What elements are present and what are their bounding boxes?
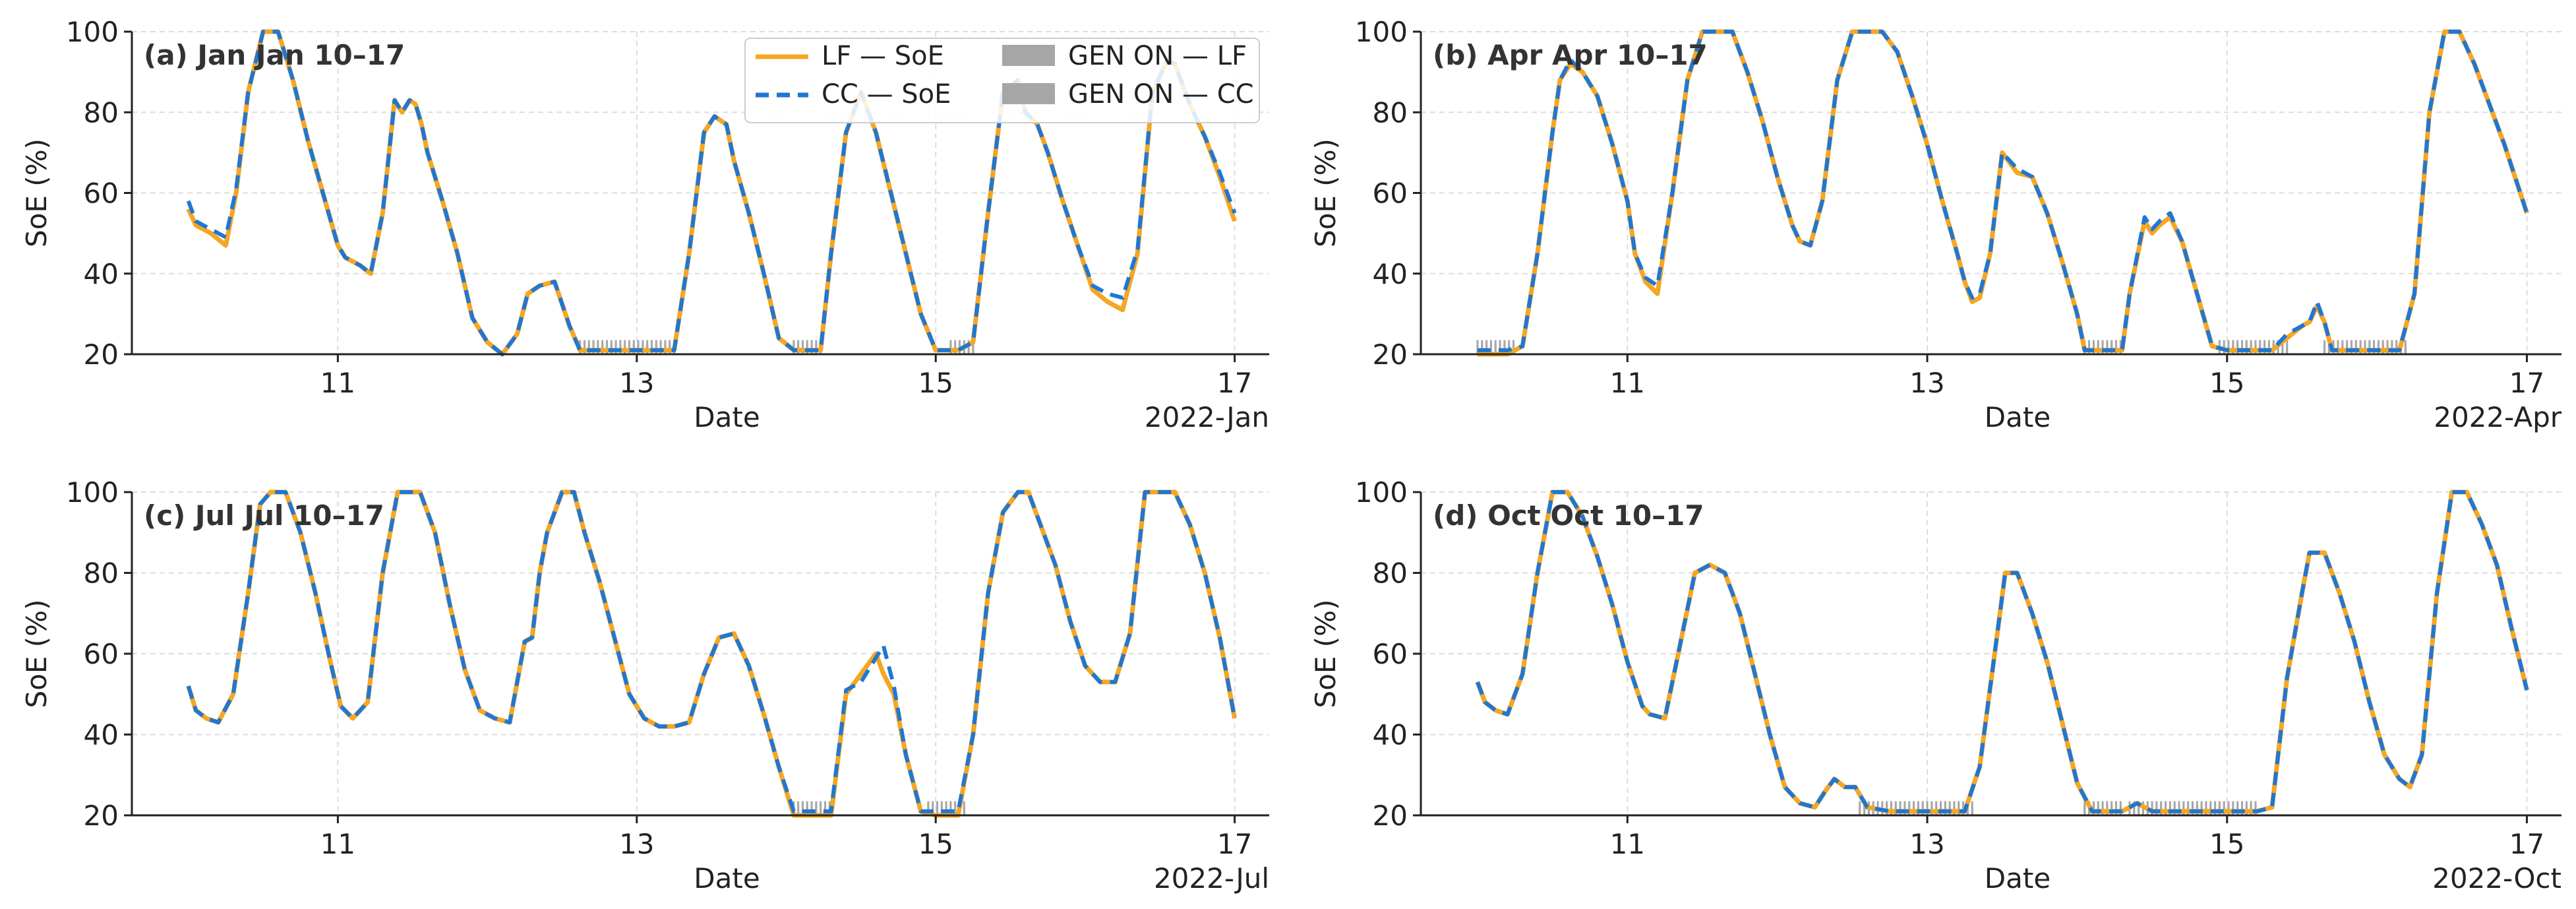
x-offset-label: 2022-Jan (1145, 401, 1269, 433)
x-axis-label: Date (694, 862, 760, 894)
x-tick-label: 13 (619, 828, 654, 860)
y-tick-label: 40 (84, 719, 119, 751)
legend-label: CC — SoE (822, 79, 951, 110)
x-tick-label: 17 (1217, 828, 1252, 860)
series-line-cc (186, 30, 1237, 356)
x-offset-label: 2022-Apr (2434, 401, 2562, 433)
x-offset-label: 2022-Jul (1154, 862, 1269, 894)
y-tick-label: 80 (1373, 557, 1408, 590)
y-tick-label: 100 (1355, 476, 1408, 509)
legend-swatch-gen (1002, 83, 1055, 104)
y-axis-label: SoE (%) (1309, 600, 1342, 708)
legend-box (744, 38, 1260, 123)
series-line-lf (186, 489, 1238, 818)
x-tick-label: 13 (1909, 367, 1944, 399)
x-tick-label: 17 (2509, 828, 2544, 860)
y-tick-label: 20 (1373, 799, 1408, 832)
series-line-lf (1475, 489, 2529, 814)
x-tick-label: 13 (619, 367, 654, 399)
panel-title: (c) Jul Jul 10–17 (144, 499, 384, 532)
x-tick-label: 11 (1610, 828, 1645, 860)
y-tick-label: 80 (84, 557, 119, 590)
y-tick-label: 40 (84, 258, 119, 290)
x-tick-label: 11 (320, 828, 355, 860)
x-tick-label: 17 (1217, 367, 1252, 399)
x-tick-label: 15 (2209, 828, 2244, 860)
series-line-cc (1476, 490, 2529, 813)
y-tick-label: 100 (66, 476, 119, 509)
legend-label: LF — SoE (822, 41, 944, 71)
y-tick-label: 60 (1373, 638, 1408, 670)
legend: LF — SoE CC — SoE GEN ON — LF GEN ON — CC (744, 38, 1260, 123)
y-tick-label: 20 (84, 338, 119, 371)
panel-title: (b) Apr Apr 10–17 (1433, 39, 1708, 71)
y-tick-label: 80 (1373, 96, 1408, 129)
x-tick-label: 15 (2209, 367, 2244, 399)
y-tick-label: 20 (84, 799, 119, 832)
legend-label: GEN ON — CC (1068, 79, 1254, 110)
y-axis-label: SoE (%) (20, 600, 53, 708)
x-tick-label: 15 (918, 367, 953, 399)
x-tick-label: 13 (1909, 828, 1944, 860)
x-axis-label: Date (694, 401, 760, 433)
y-tick-label: 40 (1373, 258, 1408, 290)
legend-label: GEN ON — LF (1068, 41, 1247, 71)
x-tick-label: 11 (1610, 367, 1645, 399)
x-tick-label: 15 (918, 828, 953, 860)
y-tick-label: 20 (1373, 338, 1408, 371)
panel-title: (d) Oct Oct 10–17 (1433, 499, 1704, 532)
series-line-cc (186, 490, 1237, 813)
y-axis-label: SoE (%) (1309, 139, 1342, 247)
x-tick-label: 17 (2509, 367, 2544, 399)
x-offset-label: 2022-Oct (2432, 862, 2561, 894)
x-tick-label: 11 (320, 367, 355, 399)
y-tick-label: 80 (84, 96, 119, 129)
x-axis-label: Date (1985, 862, 2051, 894)
x-axis-label: Date (1985, 401, 2051, 433)
y-axis-label: SoE (%) (20, 139, 53, 247)
series-line-cc (1477, 30, 2529, 352)
y-tick-label: 40 (1373, 719, 1408, 751)
y-tick-label: 60 (84, 638, 119, 670)
y-tick-label: 60 (1373, 177, 1408, 210)
panel-title: (a) Jan Jan 10–17 (144, 39, 405, 71)
legend-swatch-gen (1002, 45, 1055, 66)
y-tick-label: 100 (66, 16, 119, 48)
y-tick-label: 60 (84, 177, 119, 210)
y-tick-label: 100 (1355, 16, 1408, 48)
